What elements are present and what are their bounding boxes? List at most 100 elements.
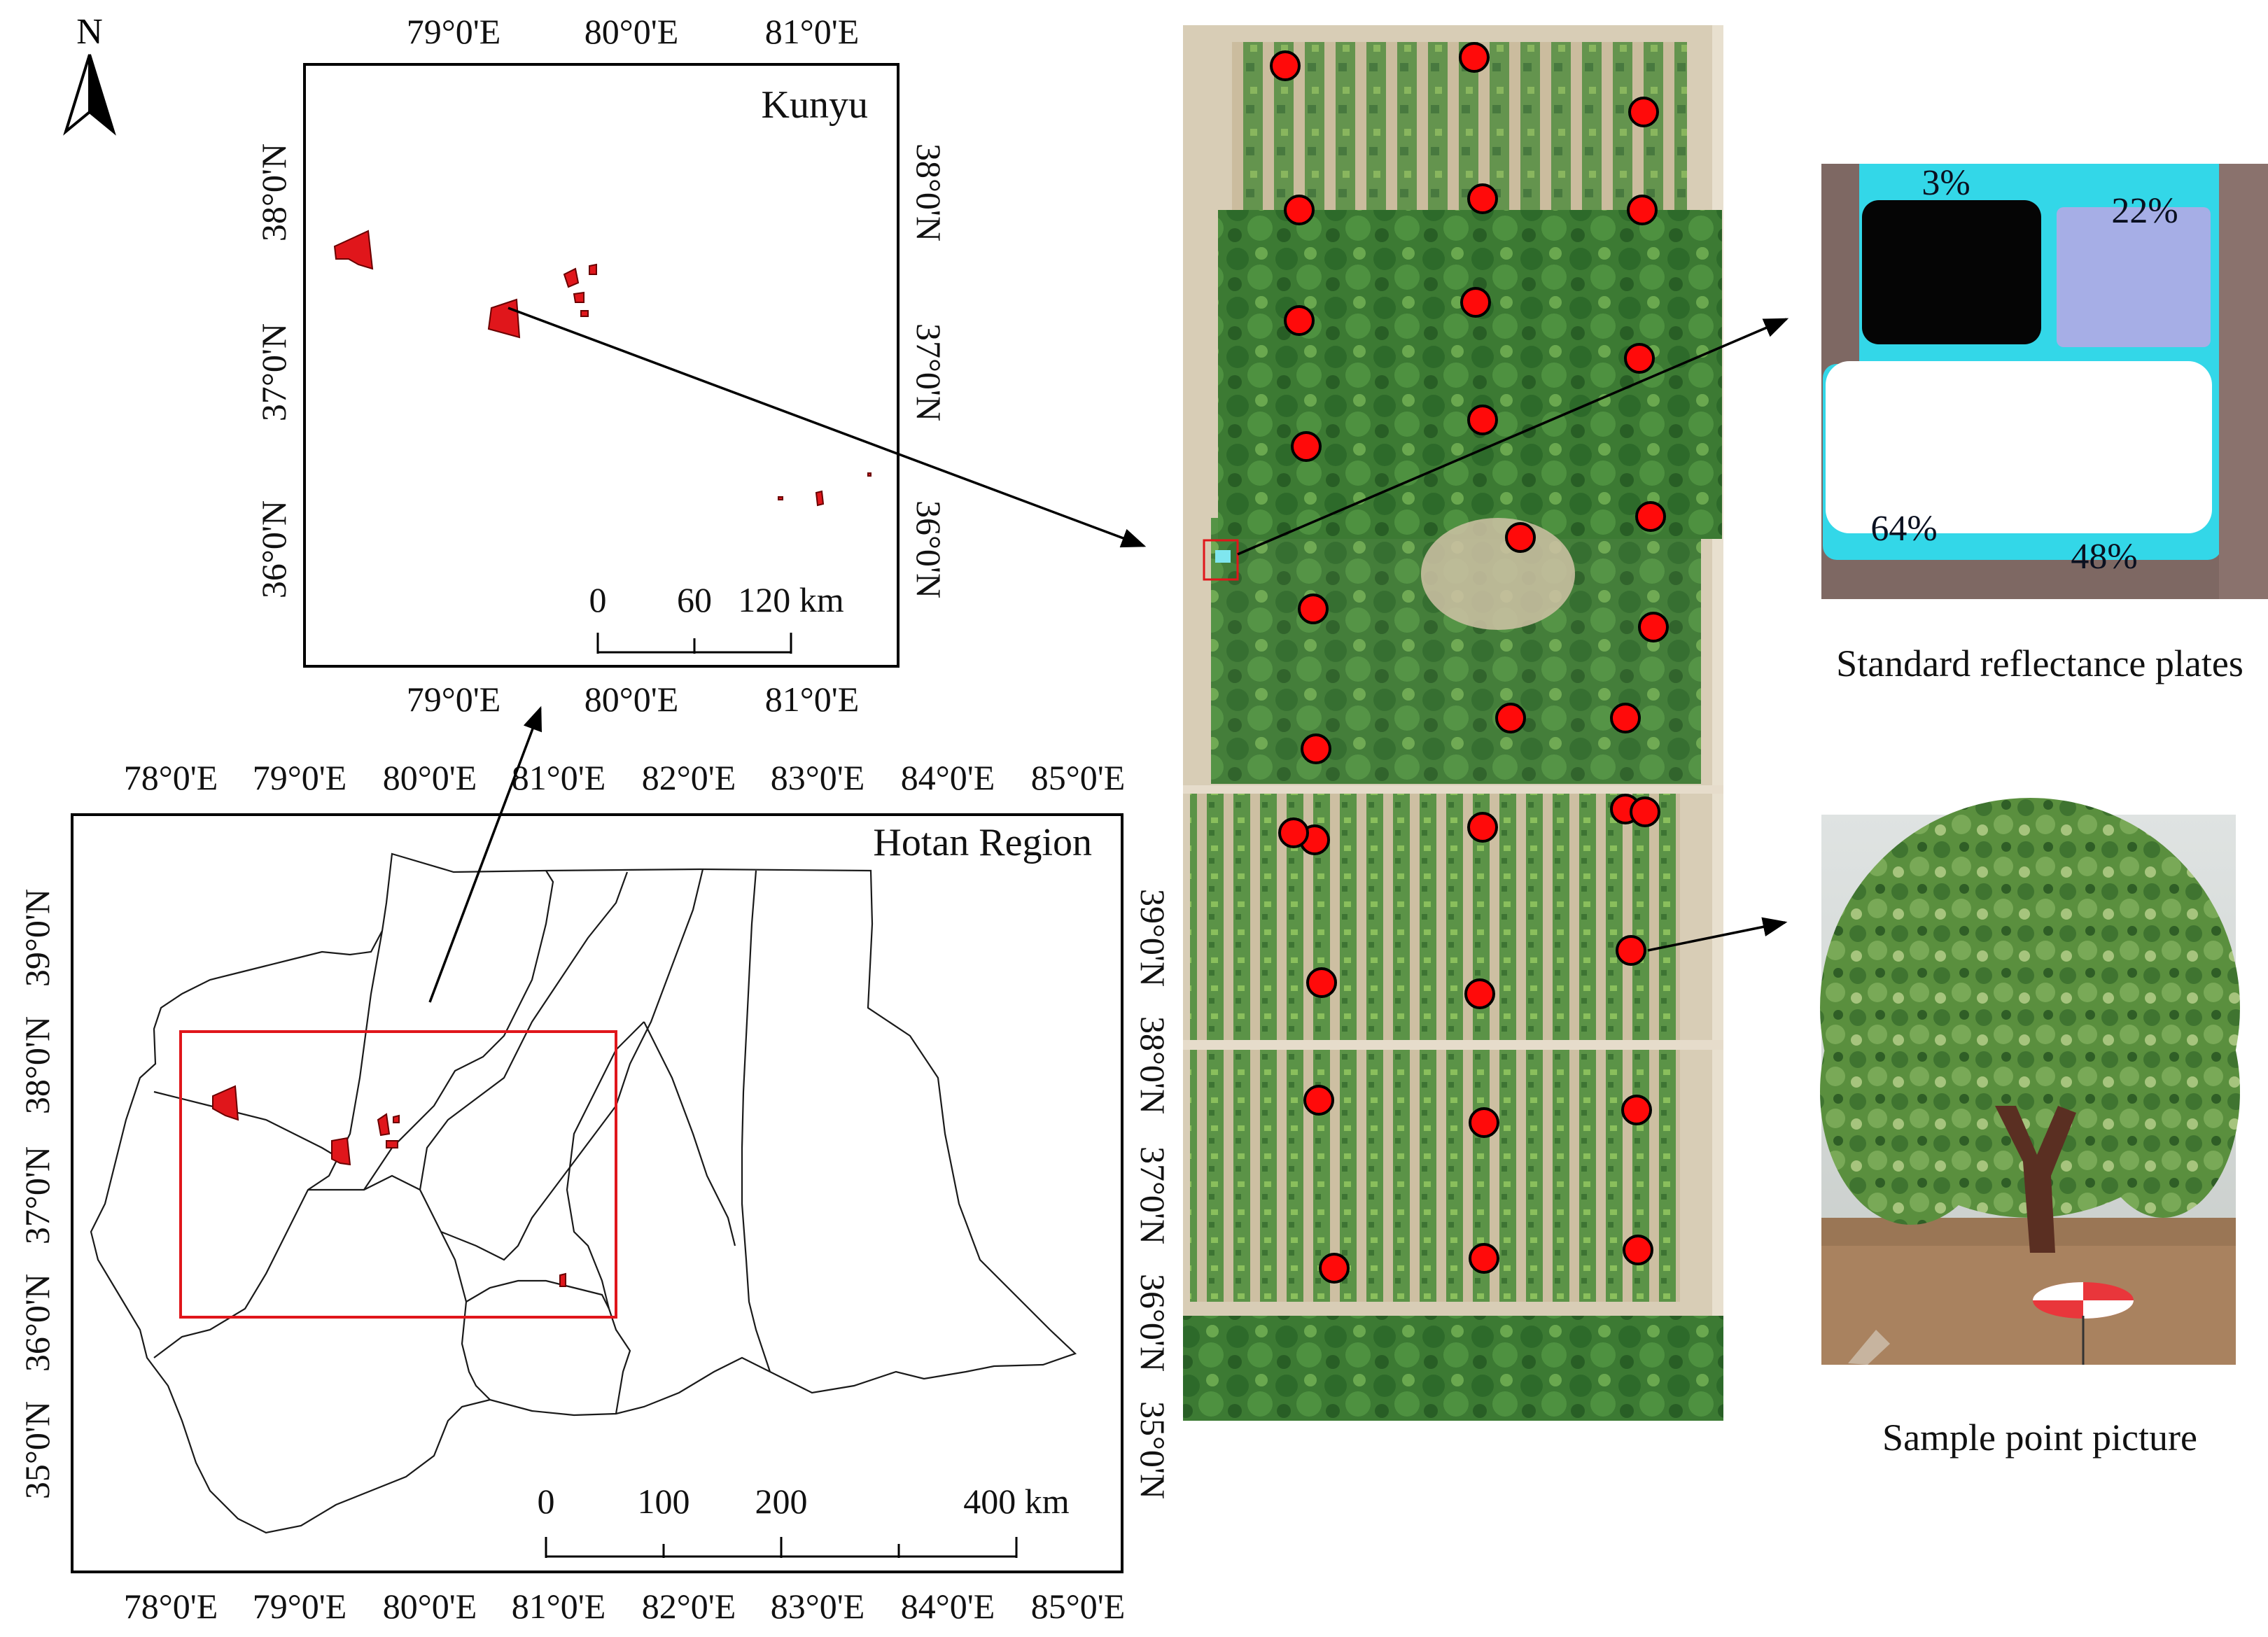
- hotan-lat-tick: 38°0'N: [18, 1016, 57, 1114]
- kunyu-lon-tick: 81°0'E: [765, 680, 860, 719]
- sample-point-marker: [1623, 1235, 1653, 1265]
- sample-point-marker: [1635, 501, 1666, 532]
- plate-location-box: [1203, 539, 1239, 581]
- kunyu-scalebar-label: 0: [589, 580, 607, 619]
- sample-point-marker: [1495, 703, 1526, 733]
- hotan-lat-ticks-left: 39°0'N 38°0'N 37°0'N 36°0'N 35°0'N: [18, 889, 57, 1499]
- sample-point-marker: [1638, 612, 1669, 642]
- plate-64-48-percent: [1826, 361, 2212, 533]
- kunyu-lat-tick: 38°0'N: [909, 143, 948, 241]
- hotan-lat-tick: 35°0'N: [1133, 1401, 1172, 1499]
- hotan-lat-tick: 39°0'N: [18, 889, 57, 987]
- sample-point-marker: [1628, 97, 1659, 127]
- hotan-study-sites: [212, 1085, 566, 1287]
- hotan-scalebar-label: 0: [538, 1482, 555, 1521]
- sample-point-marker: [1284, 195, 1315, 225]
- reflectance-plates: 3% 22% 64% 48% Standard reflectance plat…: [1821, 163, 2268, 684]
- kunyu-lat-tick: 36°0'N: [254, 500, 293, 598]
- kunyu-extent-box: [179, 1030, 617, 1319]
- hotan-lon-tick: 83°0'E: [771, 1587, 865, 1626]
- hotan-lon-tick: 84°0'E: [901, 758, 995, 797]
- kunyu-lon-tick: 80°0'E: [584, 680, 679, 719]
- sample-point-marker: [1505, 522, 1536, 553]
- hotan-lat-tick: 36°0'N: [18, 1274, 57, 1372]
- hotan-lon-tick: 85°0'E: [1031, 758, 1126, 797]
- aerial-orthophoto: [1183, 25, 1723, 1421]
- aerial-to-plates-arrow: [1237, 318, 1789, 556]
- kunyu-lat-ticks-right: 38°0'N 37°0'N 36°0'N: [909, 143, 948, 598]
- kunyu-lat-tick: 37°0'N: [254, 323, 293, 421]
- sample-point-marker: [1630, 796, 1660, 827]
- sample-point-marker: [1278, 817, 1309, 848]
- sample-points: [1270, 42, 1669, 1284]
- plates-caption: Standard reflectance plates: [1836, 642, 2244, 684]
- sample-point-marker: [1291, 431, 1322, 462]
- hotan-lon-tick: 78°0'E: [124, 1587, 218, 1626]
- hotan-county-boundaries: [90, 852, 1077, 1534]
- kunyu-to-aerial-arrow: [507, 307, 1147, 548]
- point-to-photo-arrow: [1647, 917, 1788, 952]
- plate-label: 3%: [1921, 163, 1970, 203]
- plate-label: 64%: [1870, 509, 1937, 549]
- kunyu-study-parcels: [333, 230, 872, 507]
- sample-point-marker: [1460, 287, 1491, 318]
- kunyu-lon-ticks-top: 79°0'E 80°0'E 81°0'E: [407, 12, 860, 51]
- sample-point-marker: [1298, 593, 1329, 624]
- hotan-lat-tick: 37°0'N: [18, 1146, 57, 1244]
- sample-point-marker: [1270, 50, 1301, 81]
- sample-point-marker: [1627, 195, 1658, 225]
- hotan-lat-ticks-right: 39°0'N 38°0'N 37°0'N 36°0'N 35°0'N: [1133, 889, 1172, 1499]
- hotan-map-frame: [71, 813, 1124, 1573]
- plate-3-percent: [1862, 200, 2041, 344]
- kunyu-scalebar-label: 60: [677, 580, 712, 619]
- hotan-lon-tick: 80°0'E: [383, 1587, 477, 1626]
- hotan-scalebar-label: 400 km: [963, 1482, 1070, 1521]
- hotan-map-title: Hotan Region: [873, 821, 1092, 864]
- sample-point-marker: [1467, 812, 1498, 843]
- sample-point-photo: Sample point picture: [1820, 798, 2240, 1459]
- hotan-lon-tick: 82°0'E: [642, 1587, 736, 1626]
- hotan-lon-tick: 79°0'E: [253, 758, 347, 797]
- hotan-lon-ticks-bottom: 78°0'E 79°0'E 80°0'E 81°0'E 82°0'E 83°0'…: [124, 1587, 1126, 1626]
- north-label: N: [76, 12, 103, 52]
- sample-point-marker: [1319, 1253, 1350, 1284]
- hotan-lat-tick: 39°0'N: [1133, 889, 1172, 987]
- kunyu-lat-tick: 36°0'N: [909, 500, 948, 598]
- sample-point-marker: [1616, 935, 1646, 966]
- sample-point-marker: [1467, 183, 1498, 214]
- hotan-map: Hotan Region 78°0'E 79°0'E 80°0'E 81°0'E…: [18, 758, 1172, 1626]
- sample-point-marker: [1306, 967, 1337, 998]
- hotan-lat-tick: 38°0'N: [1133, 1016, 1172, 1114]
- kunyu-lat-tick: 38°0'N: [254, 143, 293, 241]
- sample-point-marker: [1301, 733, 1331, 764]
- hotan-lon-ticks-top: 78°0'E 79°0'E 80°0'E 81°0'E 82°0'E 83°0'…: [124, 758, 1126, 797]
- hotan-lon-tick: 85°0'E: [1031, 1587, 1126, 1626]
- sample-point-marker: [1610, 703, 1641, 733]
- hotan-lon-tick: 83°0'E: [771, 758, 865, 797]
- hotan-scalebar-label: 100: [638, 1482, 690, 1521]
- hotan-lat-tick: 37°0'N: [1133, 1146, 1172, 1244]
- sample-photo-caption: Sample point picture: [1882, 1417, 2197, 1459]
- kunyu-map-frame: [303, 63, 899, 668]
- hotan-lon-tick: 80°0'E: [383, 758, 477, 797]
- sample-point-marker: [1284, 305, 1315, 336]
- sample-point-marker: [1624, 343, 1655, 374]
- plate-22-percent: [2057, 207, 2211, 347]
- hotan-lon-tick: 78°0'E: [124, 758, 218, 797]
- sample-point-marker: [1464, 978, 1495, 1009]
- hotan-to-kunyu-arrow: [428, 705, 542, 1003]
- north-arrow-icon: N: [63, 12, 116, 136]
- kunyu-scalebar-label: 120 km: [738, 580, 844, 619]
- hotan-lat-tick: 35°0'N: [18, 1401, 57, 1499]
- hotan-scalebar: 0 100 200 400 km: [538, 1482, 1070, 1558]
- hotan-lon-tick: 81°0'E: [512, 758, 606, 797]
- kunyu-lon-tick: 80°0'E: [584, 12, 679, 51]
- hotan-lon-tick: 84°0'E: [901, 1587, 995, 1626]
- kunyu-lon-tick: 79°0'E: [407, 12, 501, 51]
- plate-label: 48%: [2071, 537, 2137, 577]
- kunyu-map: Kunyu 79°0'E 80°0'E 81°0'E 79°0'E 80°0'E…: [254, 12, 948, 719]
- sample-point-marker: [1621, 1095, 1652, 1125]
- sample-point-marker: [1459, 42, 1490, 73]
- sample-point-marker: [1469, 1243, 1499, 1274]
